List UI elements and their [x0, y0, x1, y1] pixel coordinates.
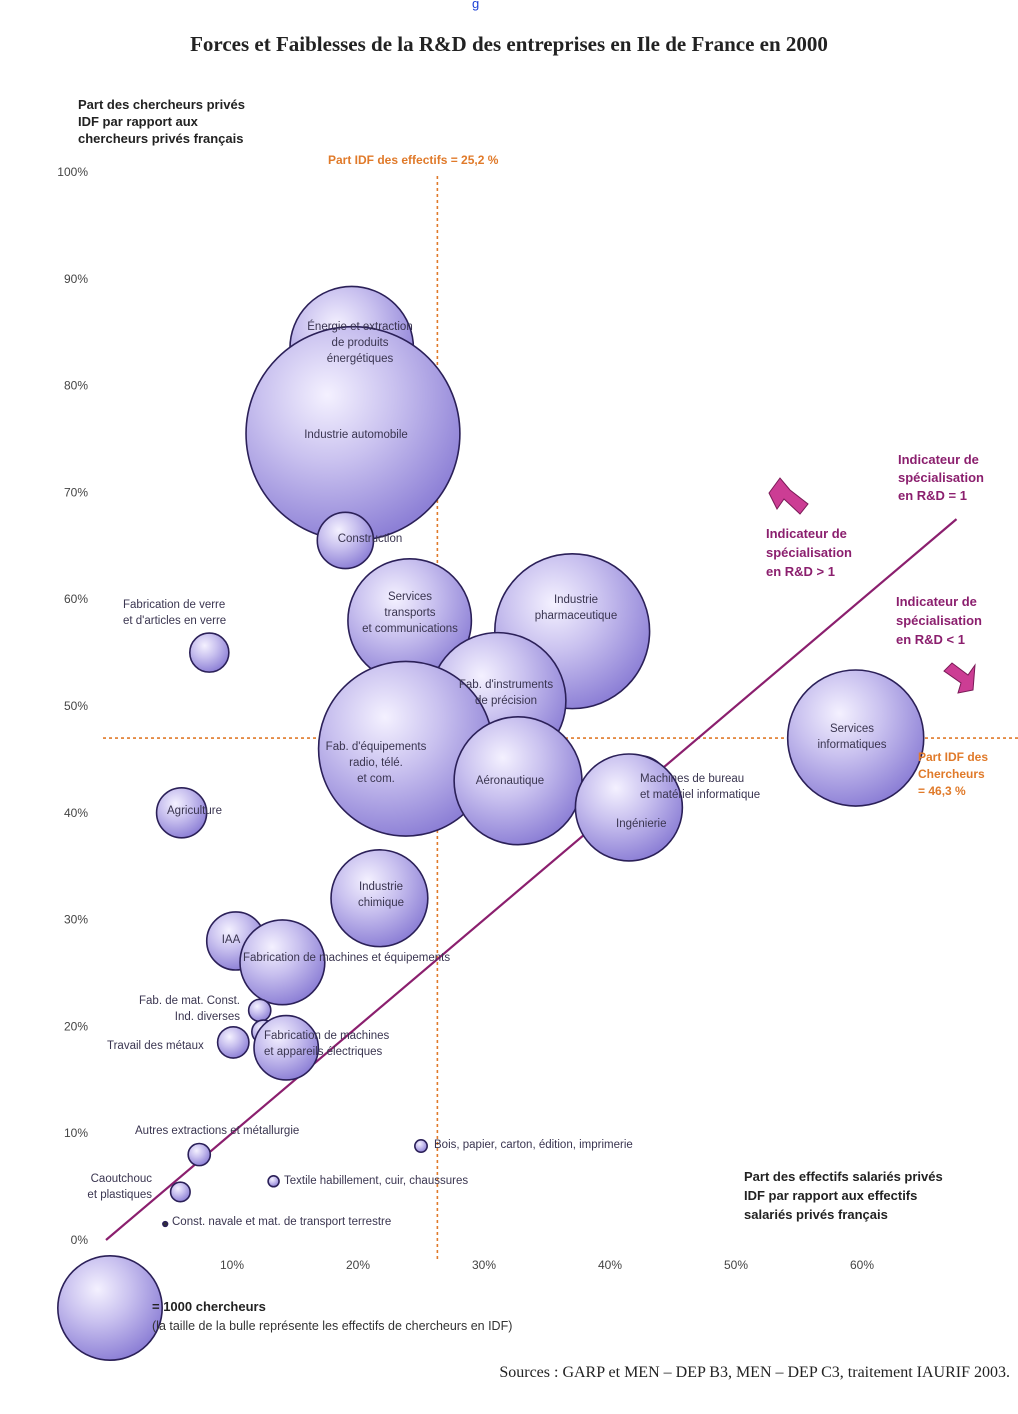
chart-title: Forces et Faiblesses de la R&D des entre… — [190, 32, 828, 56]
bubble-label: Fabrication de verre et d'articles en ver… — [123, 599, 226, 627]
sources-note: Sources : GARP et MEN – DEP B3, MEN – DE… — [499, 1364, 1010, 1381]
bubble-label: Services transports et communications — [362, 591, 458, 635]
bubble — [267, 1174, 280, 1188]
x-tick-label: 50% — [724, 1258, 748, 1272]
bubble-label: Agriculture — [167, 805, 222, 817]
bubble-label: Construction — [338, 533, 403, 545]
bubble-label: Services informatiques — [817, 723, 886, 751]
size-legend-label: = 1000 chercheurs — [152, 1299, 266, 1314]
x-axis-title: Part des effectifs salariés privés IDF pa… — [744, 1169, 943, 1222]
y-tick-label: 90% — [64, 272, 88, 286]
y-tick-label: 40% — [64, 806, 88, 820]
bubble-label: Textile habillement, cuir, chaussures — [284, 1175, 468, 1187]
bubble — [330, 849, 429, 948]
bubble-label: Const. navale et mat. de transport terre… — [172, 1216, 391, 1228]
y-tick-label: 0% — [71, 1233, 89, 1247]
y-tick-label: 100% — [57, 165, 88, 179]
bubble-label: Autres extractions et métallurgie — [135, 1125, 299, 1137]
bubble — [253, 1014, 320, 1081]
size-legend-note: (la taille de la bulle représente les ef… — [152, 1319, 512, 1333]
bubble — [574, 753, 684, 862]
bubble-label: Fab. de mat. Const. Ind. diverses — [139, 995, 240, 1023]
bubble — [188, 632, 230, 673]
x-tick-label: 30% — [472, 1258, 496, 1272]
bubble — [162, 1220, 169, 1228]
y-tick-label: 80% — [64, 379, 88, 393]
horizontal-line-label: Part IDF des Chercheurs = 46,3 % — [918, 750, 988, 798]
bubble-label: Fab. d'instruments de précision — [459, 679, 553, 707]
bubble-label: Caoutchouc et plastiques — [87, 1173, 152, 1201]
y-tick-label: 60% — [64, 592, 88, 606]
bubble-label: Industrie automobile — [304, 429, 408, 441]
diagonal-line-label: Indicateur de spécialisation en R&D = 1 — [898, 452, 984, 503]
bubble-label: Bois, papier, carton, édition, imprimeri… — [434, 1139, 633, 1151]
bubble — [216, 1025, 250, 1059]
bubble-label: Fabrication de machines et appareils élec… — [264, 1030, 390, 1058]
bubble — [187, 1142, 212, 1167]
bubble — [786, 669, 925, 807]
bubble-label: Industrie pharmaceutique — [535, 594, 617, 622]
above-annotation: Indicateur de spécialisation en R&D > 1 — [766, 526, 852, 579]
bubble — [169, 1181, 191, 1203]
y-tick-label: 10% — [64, 1126, 88, 1140]
bubble-label: Travail des métaux — [107, 1040, 204, 1052]
bubble-label: IAA — [222, 934, 241, 946]
x-tick-label: 10% — [220, 1258, 244, 1272]
bubble-label: Aéronautique — [476, 775, 544, 787]
diagonal-reference-line — [105, 518, 958, 1241]
y-tick-label: 20% — [64, 1019, 88, 1033]
bubble-label: Fabrication de machines et équipements — [243, 952, 450, 964]
x-tick-label: 40% — [598, 1258, 622, 1272]
bubble-label: Industrie chimique — [358, 881, 404, 909]
arrow-up-left-icon — [768, 477, 809, 515]
top-link-fragment[interactable]: g — [472, 0, 480, 11]
vertical-line-label: Part IDF des effectifs = 25,2 % — [328, 153, 499, 167]
bubble — [247, 998, 272, 1023]
bubble-label: Machines de bureau et matériel informatiq… — [640, 773, 760, 801]
bubble — [316, 511, 375, 570]
bubble — [155, 786, 208, 839]
bubble — [414, 1139, 428, 1153]
y-tick-label: 70% — [64, 485, 88, 499]
bubble-label: Ingénierie — [616, 818, 667, 830]
x-tick-label: 60% — [850, 1258, 874, 1272]
y-tick-label: 50% — [64, 699, 88, 713]
size-legend-bubble — [57, 1255, 163, 1361]
below-annotation: Indicateur de spécialisation en R&D < 1 — [896, 594, 982, 647]
bubble-label: Énergie et extraction de produits énergéti… — [307, 320, 412, 365]
bubble-label: Fab. d'équipements radio, télé. et com. — [326, 741, 427, 785]
y-axis-title: Part des chercheurs privés IDF par rappo… — [78, 97, 245, 146]
arrow-down-right-icon — [943, 662, 976, 694]
y-tick-label: 30% — [64, 913, 88, 927]
bubble — [239, 919, 326, 1006]
x-tick-label: 20% — [346, 1258, 370, 1272]
